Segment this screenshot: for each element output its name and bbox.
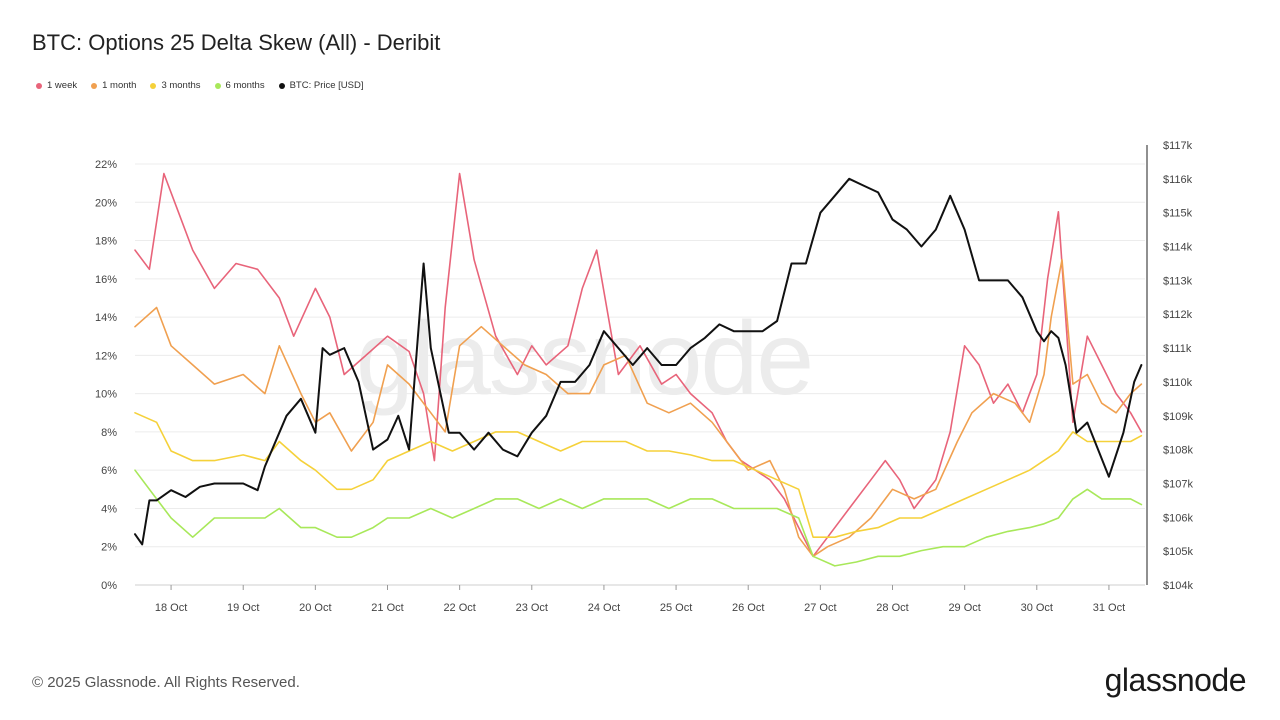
- y-left-tick-label: 0%: [101, 580, 117, 592]
- legend-item-3-months[interactable]: 3 months: [150, 80, 201, 91]
- x-tick-label: 31 Oct: [1093, 602, 1125, 614]
- legend-item-1-month[interactable]: 1 month: [91, 80, 136, 91]
- legend-marker-1-month: [91, 82, 98, 89]
- axis-layer: 0% 2% 4% 6% 8% 10% 12% 14% 16% 18% 20% 22% $104k $105…: [95, 140, 1194, 614]
- y-right-tick-label: $114k: [1163, 242, 1193, 254]
- series-line-btc-price-usd: [134, 177, 1143, 546]
- y-right-tick-label: $112k: [1163, 309, 1193, 321]
- x-tick-label: 28 Oct: [876, 602, 908, 614]
- series-line-1-month: [134, 258, 1143, 558]
- x-tick-label: 30 Oct: [1021, 602, 1053, 614]
- y-right-tick-label: $108k: [1163, 445, 1193, 457]
- y-right-tick-label: $117k: [1163, 140, 1193, 152]
- brand-logo[interactable]: glassnode: [1104, 662, 1247, 698]
- y-left-tick-label: 12%: [95, 350, 117, 362]
- y-right-tick-label: $113k: [1163, 275, 1193, 287]
- series-line-1-week: [134, 172, 1143, 558]
- series-line-3-months: [134, 411, 1143, 539]
- x-tick-label: 25 Oct: [660, 602, 692, 614]
- y-left-tick-label: 6%: [101, 465, 117, 477]
- y-right-tick-label: $116k: [1163, 174, 1193, 186]
- legend-marker-6-months: [214, 82, 221, 89]
- x-tick-label: 29 Oct: [948, 602, 980, 614]
- y-right-tick-label: $109k: [1163, 411, 1193, 423]
- y-right-tick-label: $111k: [1163, 343, 1192, 355]
- copyright-footer: © 2025 Glassnode. All Rights Reserved.: [32, 674, 300, 691]
- legend-label-btc-price: BTC: Price [USD]: [289, 80, 364, 91]
- y-left-tick-label: 16%: [95, 274, 117, 286]
- legend-label-1-week: 1 week: [47, 80, 78, 91]
- grid-layer: [135, 163, 1145, 586]
- legend-item-btc-price[interactable]: BTC: Price [USD]: [278, 80, 364, 91]
- y-left-tick-label: 2%: [101, 542, 117, 554]
- x-tick-label: 26 Oct: [732, 602, 764, 614]
- x-tick-label: 27 Oct: [804, 602, 836, 614]
- y-right-tick-label: $105k: [1163, 546, 1193, 558]
- legend-marker-btc-price: [278, 82, 285, 89]
- legend-label-3-months: 3 months: [161, 80, 201, 91]
- y-right-tick-label: $110k: [1163, 377, 1193, 389]
- x-tick-label: 23 Oct: [516, 602, 548, 614]
- y-right-tick-label: $106k: [1163, 512, 1193, 524]
- legend-item-6-months[interactable]: 6 months: [214, 80, 265, 91]
- legend-item-1-week[interactable]: 1 week: [36, 80, 77, 91]
- y-left-tick-label: 22%: [95, 159, 117, 171]
- y-right-tick-label: $104k: [1163, 580, 1193, 592]
- y-right-tick-label: $115k: [1163, 208, 1193, 220]
- series-layer: [134, 172, 1143, 567]
- y-left-tick-label: 20%: [95, 197, 117, 209]
- y-left-tick-label: 8%: [101, 427, 117, 439]
- chart-legend: 1 week 1 month 3 months 6 months BTC: Pr…: [36, 80, 364, 91]
- y-left-tick-label: 10%: [95, 389, 117, 401]
- legend-marker-3-months: [150, 82, 157, 89]
- y-right-tick-label: $107k: [1163, 478, 1193, 490]
- x-tick-label: 18 Oct: [155, 602, 187, 614]
- chart-title: BTC: Options 25 Delta Skew (All) - Derib…: [32, 30, 441, 55]
- legend-label-1-month: 1 month: [102, 80, 137, 91]
- legend-label-6-months: 6 months: [225, 80, 265, 91]
- x-tick-label: 20 Oct: [299, 602, 331, 614]
- legend-marker-1-week: [36, 82, 42, 89]
- series-line-6-months: [134, 469, 1143, 567]
- x-tick-label: 21 Oct: [371, 602, 403, 614]
- y-left-tick-label: 18%: [95, 236, 117, 248]
- x-tick-label: 24 Oct: [588, 602, 620, 614]
- x-tick-label: 22 Oct: [443, 602, 475, 614]
- x-tick-label: 19 Oct: [227, 602, 259, 614]
- y-left-tick-label: 4%: [101, 503, 117, 515]
- y-left-tick-label: 14%: [95, 312, 117, 324]
